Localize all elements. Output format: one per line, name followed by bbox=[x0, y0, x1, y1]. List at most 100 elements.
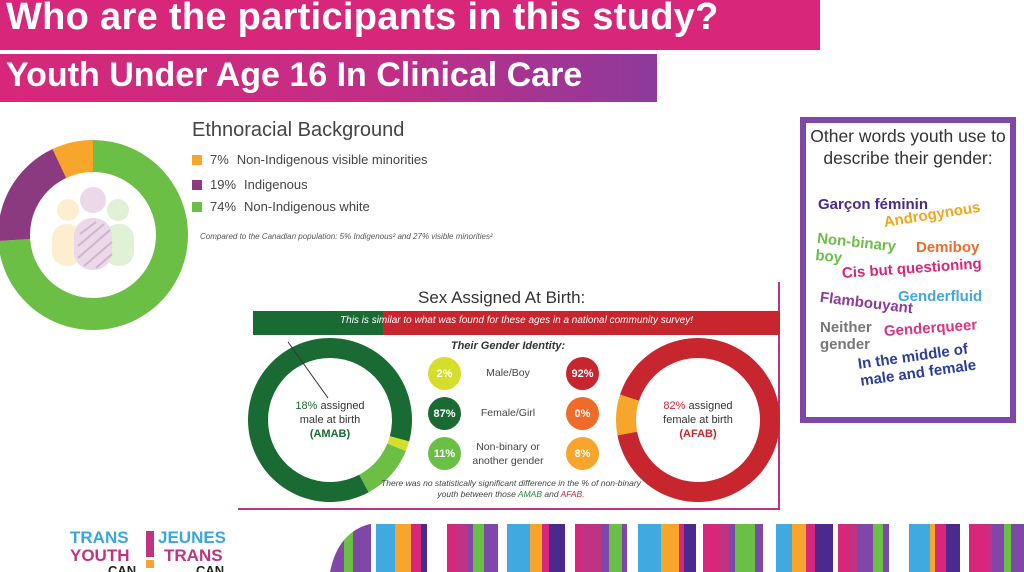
stripe bbox=[427, 524, 447, 572]
slice-indigenous bbox=[0, 149, 67, 241]
stripe bbox=[376, 524, 388, 572]
stripe bbox=[652, 524, 661, 572]
stripe bbox=[525, 524, 530, 572]
stripe bbox=[776, 524, 781, 572]
afab-label: 82% assigned female at birth (AFAB) bbox=[648, 400, 748, 441]
note-and: and bbox=[544, 489, 559, 500]
gender-identity-title: Their Gender Identity: bbox=[450, 340, 566, 352]
amab-abbr: (AMAB) bbox=[309, 427, 351, 440]
ethnoracial-note: Compared to the Canadian population: 5% … bbox=[200, 232, 493, 241]
word-demiboy: Demiboy bbox=[916, 239, 980, 256]
amab-nonbinary-circle: 11% bbox=[428, 437, 461, 470]
row-label-female: Female/Girl bbox=[480, 407, 536, 419]
comparison-banner: This is similar to what was found for th… bbox=[340, 315, 693, 326]
afab-female-circle: 0% bbox=[566, 397, 599, 430]
stripe bbox=[833, 524, 838, 572]
amab-label: 18% assigned male at birth (AMAB) bbox=[280, 400, 380, 441]
stripe bbox=[507, 524, 525, 572]
sex-at-birth-title: Sex Assigned At Birth: bbox=[418, 288, 586, 307]
stripe bbox=[763, 524, 776, 572]
afab-male-circle: 92% bbox=[566, 357, 599, 390]
afab-label-line2: female at birth bbox=[663, 413, 733, 426]
logo-exclamation-dot bbox=[146, 560, 154, 568]
stripe bbox=[838, 524, 850, 572]
legend-swatch bbox=[192, 179, 202, 190]
subtitle-banner bbox=[0, 54, 657, 102]
afab-abbr: (AFAB) bbox=[679, 427, 717, 440]
stripe bbox=[969, 524, 987, 572]
banner-green-segment bbox=[253, 311, 383, 335]
logo-can-fr: CAN bbox=[196, 563, 225, 572]
afab-donut-chart bbox=[616, 338, 780, 502]
sex-section-frame bbox=[238, 282, 780, 510]
stripe bbox=[946, 524, 960, 572]
stripe bbox=[792, 524, 806, 572]
legend-pct: 19% bbox=[210, 177, 237, 192]
stripe bbox=[609, 524, 622, 572]
slice-male bbox=[387, 436, 410, 452]
stripe bbox=[601, 524, 609, 572]
amab-male-circle: 2% bbox=[428, 357, 461, 390]
ethnoracial-title: Ethnoracial Background bbox=[192, 119, 405, 141]
stripe bbox=[549, 524, 565, 572]
stripe bbox=[935, 524, 946, 572]
afab-donut-slices bbox=[616, 338, 780, 502]
stripe bbox=[930, 524, 935, 572]
stripe bbox=[850, 524, 857, 572]
afab-label-line1: 82% assigned bbox=[648, 400, 748, 414]
stripe bbox=[353, 524, 371, 572]
logo-trans: TRANS bbox=[70, 528, 129, 547]
ethnoracial-donut-slices bbox=[0, 140, 188, 330]
row-label-nonbinary: Non-binary or another gender bbox=[472, 441, 544, 467]
stripe bbox=[735, 524, 755, 572]
afab-assigned: assigned bbox=[688, 400, 733, 412]
stripe bbox=[638, 524, 652, 572]
legend-item-indigenous: 19% Indigenous bbox=[192, 177, 308, 192]
stripe bbox=[344, 524, 353, 572]
slice-visible-minorities bbox=[52, 140, 93, 178]
stripe bbox=[873, 524, 883, 572]
stripe bbox=[729, 524, 735, 572]
word-neither-gender: Neither gender bbox=[820, 319, 872, 353]
amab-donut-slices bbox=[247, 338, 412, 502]
afab-nonbinary-circle: 8% bbox=[566, 437, 599, 470]
stripe bbox=[411, 524, 421, 572]
ethnoracial-donut-chart bbox=[0, 140, 188, 330]
stripe bbox=[468, 524, 473, 572]
stripe bbox=[622, 524, 627, 572]
stripe bbox=[679, 524, 684, 572]
note-amab: AMAB bbox=[517, 489, 543, 500]
stripe bbox=[575, 524, 581, 572]
stripe bbox=[909, 524, 917, 572]
stripe bbox=[388, 524, 395, 572]
page-title: Who are the participants in this study? bbox=[6, 0, 719, 38]
stripe bbox=[421, 524, 427, 572]
stripe bbox=[1011, 524, 1024, 572]
page-subtitle: Youth Under Age 16 In Clinical Care bbox=[6, 56, 583, 94]
stripe bbox=[447, 524, 455, 572]
stripe bbox=[806, 524, 815, 572]
trans-youth-can-logo: TRANS YOUTH CAN JEUNES TRANS CAN bbox=[68, 527, 268, 572]
logo-youth: YOUTH bbox=[70, 546, 130, 565]
people-icon bbox=[52, 187, 134, 270]
stripe-group bbox=[330, 524, 1024, 572]
logo-can: CAN bbox=[108, 563, 137, 572]
legend-swatch bbox=[192, 154, 202, 165]
stripe bbox=[565, 524, 575, 572]
legend-item-visible-minorities: 7% Non-Indigenous visible minorities bbox=[192, 152, 428, 167]
stripe bbox=[371, 524, 376, 572]
stripe bbox=[755, 524, 763, 572]
amab-label-line1: 18% assigned bbox=[280, 400, 380, 414]
gender-words-title: Other words youth use to describe their … bbox=[810, 126, 1006, 168]
stripe bbox=[992, 524, 1004, 572]
legend-pct: 7% bbox=[210, 152, 229, 167]
afab-pct: 82% bbox=[663, 400, 686, 412]
stripe bbox=[581, 524, 601, 572]
slice-white bbox=[0, 140, 188, 330]
stripe bbox=[857, 524, 873, 572]
stripe bbox=[781, 524, 792, 572]
stripe bbox=[883, 524, 889, 572]
stripe bbox=[960, 524, 969, 572]
banner-red-segment bbox=[383, 311, 780, 335]
stripe bbox=[661, 524, 679, 572]
